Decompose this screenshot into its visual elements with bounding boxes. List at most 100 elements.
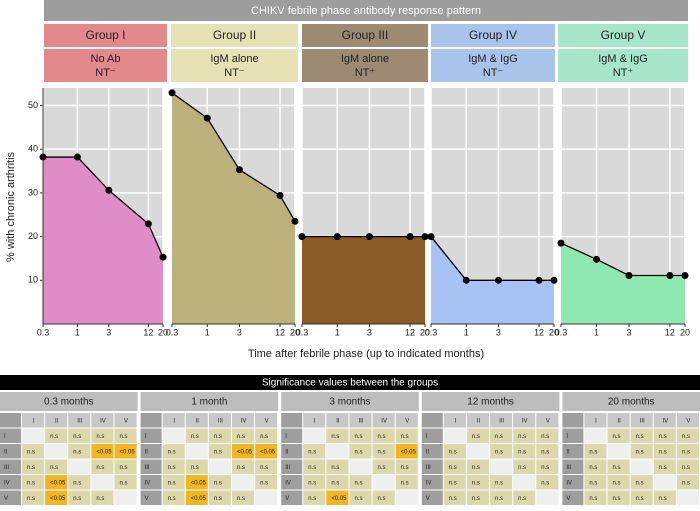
y-tick-label: 10 <box>28 275 38 285</box>
cell-value: n.s <box>214 434 222 440</box>
cell-bg <box>372 428 395 443</box>
cell-bg <box>584 444 607 459</box>
row-header-bg <box>562 428 584 443</box>
x-tick-label: 12 <box>143 327 153 337</box>
group-title-bg <box>171 24 298 47</box>
column-header: V <box>405 418 409 424</box>
cell-bg <box>45 428 68 443</box>
cell-value: n.s <box>96 496 104 502</box>
column-header-bg <box>114 413 137 428</box>
column-header: II <box>617 418 621 424</box>
cell-bg <box>162 490 185 505</box>
cell-bg <box>303 459 326 474</box>
x-tick-label: 3 <box>496 327 501 337</box>
cell-value: n.s <box>168 449 176 455</box>
point <box>73 153 81 161</box>
cell-bg <box>513 428 536 443</box>
cell-bg <box>349 428 372 443</box>
cell-value: n.s <box>378 496 386 502</box>
point <box>427 233 435 241</box>
cell-bg <box>114 428 137 443</box>
cell-value: n.s <box>73 496 81 502</box>
cell-value: n.s <box>495 480 503 486</box>
point <box>550 276 558 284</box>
cell-bg <box>231 490 255 505</box>
cell-value: n.s <box>378 449 386 455</box>
y-axis-label: % with chronic arthritis <box>5 151 17 262</box>
cell-bg <box>676 444 699 459</box>
area <box>561 243 685 324</box>
cell-bg <box>395 444 418 459</box>
cell-value: n.s <box>119 434 127 440</box>
x-tick-label: 0.3 <box>555 327 568 337</box>
table-title-bg <box>0 392 138 411</box>
row-header-bg <box>281 475 303 490</box>
area <box>302 236 425 324</box>
cell-bg <box>22 459 45 474</box>
cell-bg <box>653 428 676 443</box>
x-tick-label: 20 <box>290 327 300 337</box>
cell-value: <0.05 <box>260 449 276 455</box>
cell-bg <box>395 475 418 490</box>
cell-value: <0.05 <box>191 496 207 502</box>
column-header: II <box>336 418 340 424</box>
table-corner <box>421 413 443 428</box>
cell-value: n.s <box>682 480 690 486</box>
column-header-bg <box>372 413 395 428</box>
table-corner <box>140 413 162 428</box>
cell-bg <box>536 475 559 490</box>
cell-bg <box>231 475 255 490</box>
row-header-bg <box>421 444 443 459</box>
cell-bg <box>208 444 231 459</box>
table-header-bar <box>0 375 700 390</box>
cell-bg <box>45 490 68 505</box>
cell-bg <box>536 428 559 443</box>
x-tick-label: 0.3 <box>166 327 179 337</box>
row-header-bg <box>562 444 584 459</box>
cell-bg <box>114 444 137 459</box>
row-header-bg <box>140 428 162 443</box>
cell-bg <box>208 475 231 490</box>
cell-bg <box>91 459 114 474</box>
cell-bg <box>208 459 231 474</box>
column-header-bg <box>45 413 68 428</box>
group-subtitle-bg <box>44 49 167 82</box>
table-title: 0.3 months <box>44 397 93 408</box>
cell-bg <box>653 444 676 459</box>
cell-value: n.s <box>636 449 644 455</box>
row-header: I <box>285 434 287 440</box>
cell-value: n.s <box>659 496 667 502</box>
cell-bg <box>255 428 278 443</box>
cell-value: n.s <box>214 449 222 455</box>
cell-value: <0.05 <box>50 480 66 486</box>
cell-bg <box>185 428 208 443</box>
row-header: III <box>145 465 150 471</box>
cell-value: n.s <box>214 480 222 486</box>
cell-value: n.s <box>378 465 386 471</box>
cell-bg <box>185 444 208 459</box>
table-title-bg <box>281 392 419 411</box>
cell-bg <box>607 444 630 459</box>
row-header-bg <box>281 428 303 443</box>
cell-value: n.s <box>613 496 621 502</box>
row-header-bg <box>0 475 21 490</box>
column-header: III <box>77 418 82 424</box>
cell-bg <box>630 444 653 459</box>
cell-bg <box>349 459 372 474</box>
row-header-bg <box>140 475 162 490</box>
cell-bg <box>162 428 185 443</box>
table-title-bg <box>562 392 700 411</box>
point <box>494 276 502 284</box>
row-header: I <box>4 434 6 440</box>
row-header: II <box>426 449 430 455</box>
cell-bg <box>395 490 418 505</box>
y-tick-label: 50 <box>28 100 38 110</box>
cell-bg <box>326 490 349 505</box>
cell-value: n.s <box>541 480 549 486</box>
column-header: IV <box>381 418 387 424</box>
cell-value: n.s <box>214 496 222 502</box>
cell-bg <box>255 459 278 474</box>
cell-bg <box>162 475 185 490</box>
cell-bg <box>490 475 513 490</box>
cell-bg <box>490 459 513 474</box>
